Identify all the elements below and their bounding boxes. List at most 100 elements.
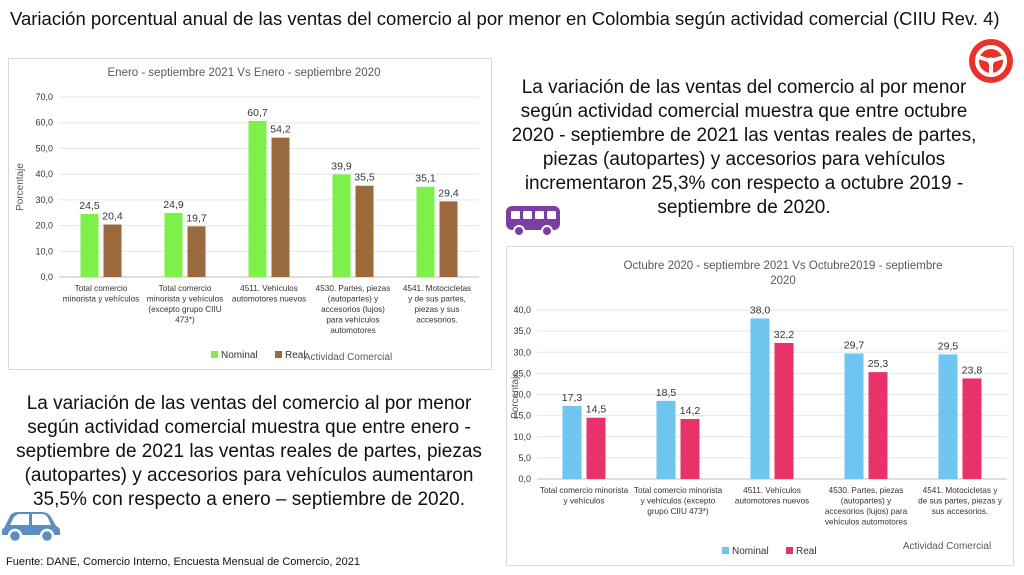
x-tick-label: grupo CIIU 473*) <box>647 507 709 516</box>
page-title: Variación porcentual anual de las ventas… <box>10 8 1000 29</box>
data-label: 29,4 <box>438 187 459 199</box>
legend-label: Real <box>796 546 817 557</box>
x-tick-label: (autopartes) y <box>328 295 379 304</box>
data-label: 35,5 <box>354 172 375 184</box>
chart-title: 2020 <box>770 275 796 287</box>
x-tick-label: 4511. Vehículos <box>240 284 298 293</box>
x-tick-label: automotores nuevos <box>735 497 809 506</box>
x-tick-label: de sus partes, piezas y <box>918 497 1003 506</box>
bar-real <box>439 201 458 277</box>
x-tick-label: 4530. Partes, piezas <box>829 486 904 495</box>
bar-nominal <box>750 318 770 479</box>
x-tick-label: Total comercio minorista <box>540 486 629 495</box>
y-tick-label: 50,0 <box>35 143 53 153</box>
y-tick-label: 35,0 <box>513 326 531 336</box>
y-tick-label: 10,0 <box>513 432 531 442</box>
bar-nominal <box>656 400 676 479</box>
x-tick-label: minorista y vehículos <box>147 295 223 304</box>
bar-real <box>187 226 206 277</box>
data-label: 38,0 <box>750 304 771 316</box>
y-tick-label: 20,0 <box>513 390 531 400</box>
x-tick-label: minorista y vehículos <box>63 295 139 304</box>
y-axis-label: Porcentaje <box>510 371 521 419</box>
x-tick-label: 473*) <box>175 316 195 325</box>
bar-real <box>271 137 290 277</box>
legend-label: Nominal <box>732 546 769 557</box>
y-tick-label: 70,0 <box>35 92 53 102</box>
bar-nominal <box>562 405 582 479</box>
x-tick-label: y vehículos <box>564 497 605 506</box>
x-axis-label: Actividad Comercial <box>903 541 991 552</box>
data-label: 39,9 <box>331 160 352 172</box>
legend-label: Real <box>285 350 306 361</box>
bus-icon <box>504 204 562 238</box>
y-tick-label: 15,0 <box>513 411 531 421</box>
legend-swatch <box>275 351 282 358</box>
data-label: 14,5 <box>586 404 607 416</box>
legend-swatch <box>786 547 793 554</box>
x-tick-label: para vehículos <box>326 316 379 325</box>
chart-title: Enero - septiembre 2021 Vs Enero - septi… <box>108 67 381 79</box>
y-tick-label: 25,0 <box>513 368 531 378</box>
data-label: 24,5 <box>79 200 100 212</box>
car-icon <box>0 506 62 544</box>
bar-real <box>586 417 606 479</box>
y-tick-label: 60,0 <box>35 118 53 128</box>
legend-swatch <box>211 351 218 358</box>
bar-real <box>355 185 374 277</box>
x-tick-label: 4511. Vehículos <box>743 486 801 495</box>
bar-nominal <box>416 186 435 277</box>
y-axis-label: Porcentaje <box>15 163 26 211</box>
bar-real <box>868 372 888 479</box>
legend-label: Nominal <box>221 350 258 361</box>
x-tick-label: accesorios (lujos) <box>321 305 385 314</box>
x-tick-label: sus accesorios. <box>932 507 988 516</box>
x-tick-label: automotores nuevos <box>232 295 306 304</box>
bar-nominal <box>844 353 864 479</box>
x-tick-label: vehículos automotores <box>825 518 907 527</box>
x-tick-label: 4530. Partes, piezas <box>316 284 391 293</box>
paragraph-left: La variación de las ventas del comercio … <box>16 393 482 510</box>
chart-jan-sep: Enero - septiembre 2021 Vs Enero - septi… <box>15 67 479 363</box>
x-tick-label: Total comercio <box>75 284 128 293</box>
chart-title: Octubre 2020 - septiembre 2021 Vs Octubr… <box>624 260 943 272</box>
x-tick-label: accesorios. <box>416 316 457 325</box>
data-label: 35,1 <box>415 173 436 185</box>
y-tick-label: 0,0 <box>518 474 531 484</box>
paragraph-right: La variación de las ventas del comercio … <box>511 77 977 218</box>
data-label: 17,3 <box>562 392 583 404</box>
x-tick-label: Total comercio <box>159 284 212 293</box>
chart-panel-jan-sep: Enero - septiembre 2021 Vs Enero - septi… <box>8 58 492 370</box>
bar-nominal <box>938 354 958 479</box>
bar-real <box>962 378 982 479</box>
x-tick-label: 4541. Motocicletas y <box>923 486 999 495</box>
source-note: Fuente: DANE, Comercio Interno, Encuesta… <box>6 556 361 568</box>
data-label: 29,7 <box>844 340 865 352</box>
data-label: 23,8 <box>962 364 983 376</box>
x-tick-label: (autopartes) y <box>841 497 892 506</box>
data-label: 18,5 <box>656 387 677 399</box>
x-tick-label: (excepto grupo CIIU <box>148 305 221 314</box>
bar-nominal <box>248 120 267 277</box>
chart-oct-sep: Octubre 2020 - septiembre 2021 Vs Octubr… <box>510 260 1007 557</box>
data-label: 25,3 <box>868 358 889 370</box>
x-tick-label: accesorios (lujos) para <box>825 507 908 516</box>
data-label: 54,2 <box>270 124 291 136</box>
data-label: 32,2 <box>774 329 795 341</box>
bar-nominal <box>80 214 99 277</box>
y-tick-label: 40,0 <box>513 305 531 315</box>
bar-real <box>774 342 794 479</box>
y-tick-label: 10,0 <box>35 246 53 256</box>
data-label: 19,7 <box>186 212 207 224</box>
data-label: 24,9 <box>163 199 184 211</box>
x-tick-label: automotores <box>330 326 376 335</box>
chart-panel-oct-sep: Octubre 2020 - septiembre 2021 Vs Octubr… <box>506 246 1014 566</box>
bar-nominal <box>164 212 183 277</box>
x-tick-label: 4541. Motocicletas <box>403 284 471 293</box>
y-tick-label: 5,0 <box>518 453 531 463</box>
bar-real <box>103 224 122 277</box>
x-tick-label: y vehículos (excepto <box>641 497 716 506</box>
bar-nominal <box>332 174 351 277</box>
y-tick-label: 40,0 <box>35 169 53 179</box>
data-label: 20,4 <box>102 211 123 223</box>
